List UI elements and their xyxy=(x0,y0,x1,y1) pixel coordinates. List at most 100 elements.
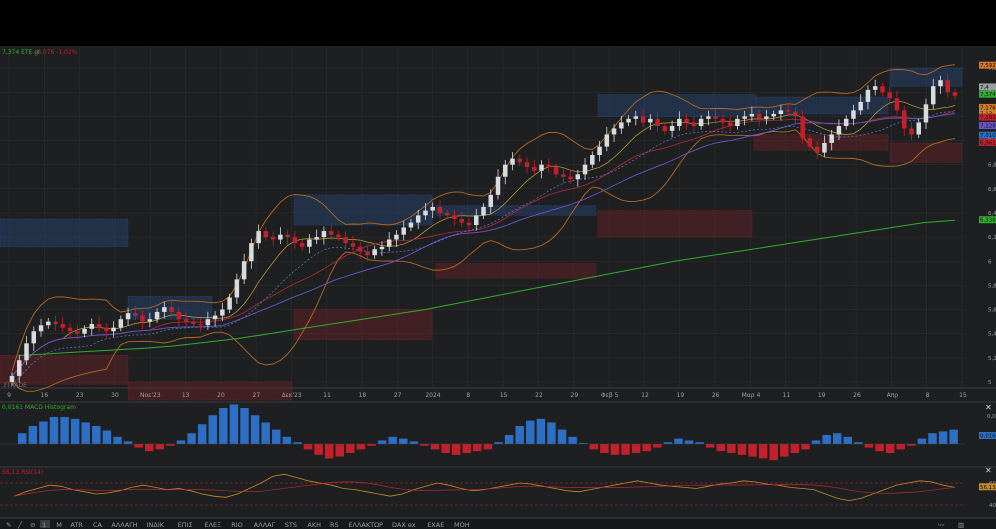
toolbar-button[interactable]: ΑΛΛΑΓ xyxy=(254,521,276,529)
macd-bar xyxy=(578,443,588,444)
candle-body xyxy=(880,86,885,93)
macd-bar xyxy=(610,444,620,455)
x-tick-label: 19 xyxy=(818,392,826,399)
toolbar-button[interactable]: ΕΧΑΕ xyxy=(427,521,444,529)
macd-bar xyxy=(81,422,90,444)
candle-body xyxy=(727,122,733,127)
macd-bar xyxy=(60,417,69,444)
macd-bar xyxy=(430,444,440,450)
candle-body xyxy=(46,321,51,326)
macd-bar xyxy=(727,444,736,453)
macd-bar xyxy=(261,422,270,444)
close-rsi-icon[interactable]: ✕ xyxy=(985,466,992,475)
price-tag-label: 7,1282 xyxy=(980,124,996,130)
macd-bar xyxy=(695,442,704,444)
pencil-icon: ✎ xyxy=(6,521,11,529)
x-tick-label: 16 xyxy=(41,392,49,399)
candle-body xyxy=(133,313,138,316)
toolbar-button[interactable]: RS xyxy=(330,521,339,529)
toolbar-button[interactable]: 1 xyxy=(42,521,46,529)
candle-body xyxy=(691,122,697,127)
y-tick-label: 5,8 xyxy=(988,283,996,289)
candle-body xyxy=(648,118,653,123)
price-tag-label: 7,592 xyxy=(980,63,996,69)
macd-bar xyxy=(917,438,927,444)
toolbar-button[interactable]: ΑΚΗ xyxy=(307,521,321,529)
candle-body xyxy=(778,110,784,114)
macd-bar xyxy=(536,418,546,444)
y-tick-label: 5 xyxy=(988,380,992,386)
candle-body xyxy=(568,176,573,180)
candle-body xyxy=(53,321,58,325)
macd-bar xyxy=(324,444,334,459)
candle-body xyxy=(270,237,276,240)
candle-body xyxy=(408,222,414,228)
candle-body xyxy=(9,375,15,382)
macd-bar xyxy=(854,442,863,444)
toolbar-button[interactable]: M xyxy=(56,521,62,529)
toolbar-button[interactable]: ΕΠΙΣ xyxy=(178,521,193,529)
candle-body xyxy=(314,237,319,240)
x-tick-label: 27 xyxy=(253,392,261,399)
toolbar-button[interactable]: ΜΟΗ xyxy=(454,521,470,529)
macd-bar xyxy=(737,444,747,455)
macd-bar xyxy=(832,433,842,444)
candle-body xyxy=(379,246,385,250)
toolbar-button[interactable]: DAX ex xyxy=(392,521,416,529)
candle-body xyxy=(227,297,232,310)
macd-bar xyxy=(885,444,895,453)
price-tag xyxy=(979,138,996,146)
candle-body xyxy=(24,343,29,361)
candles xyxy=(9,73,958,386)
close-macd-icon[interactable]: ✕ xyxy=(985,403,992,412)
price-tag-label: 7,1913 xyxy=(980,115,996,121)
candle-body xyxy=(909,128,914,135)
macd-bar xyxy=(822,435,831,444)
candle-body xyxy=(706,116,711,119)
x-tick-label: 22 xyxy=(535,392,543,399)
toolbar-button[interactable]: ΑΛΛΑΓΗ xyxy=(111,521,137,529)
toolbar-button[interactable]: CA xyxy=(93,521,103,529)
macd-bar xyxy=(684,440,694,444)
bollinger-upper-line xyxy=(11,64,956,372)
candle-body xyxy=(154,311,160,320)
toolbar-button[interactable]: ΕΛΕΞ xyxy=(204,521,221,529)
toolbar-button[interactable]: ΙΝΔΙΚ xyxy=(147,521,165,529)
macd-bar xyxy=(515,426,524,444)
chart-canvas[interactable]: 7,67,47,276,86,66,46,265,85,65,45,257,59… xyxy=(0,46,996,529)
trail-line xyxy=(11,111,956,386)
macd-bar xyxy=(504,435,514,444)
rsi-axis-label: 40 xyxy=(989,503,996,509)
x-tick-label: Νοε'23 xyxy=(140,392,161,399)
toolbar-button[interactable]: ATR xyxy=(70,521,83,529)
toolbar-button[interactable]: ΕΛΛΑΚΤΩΡ xyxy=(348,521,383,529)
x-tick-label: 29 xyxy=(571,392,579,399)
macd-bar xyxy=(134,444,143,448)
macd-bar xyxy=(557,429,567,444)
macd-bar xyxy=(282,436,292,444)
candle-body xyxy=(930,86,936,105)
x-tick-label: 12 xyxy=(641,392,649,399)
toolbar-button[interactable]: STS xyxy=(285,521,297,529)
y-tick-label: 5,4 xyxy=(988,332,996,338)
x-tick-label: 26 xyxy=(853,392,861,399)
candle-body xyxy=(38,325,44,332)
candle-body xyxy=(321,231,327,238)
rsi-line xyxy=(13,473,956,502)
zoom-icon: ⊖ xyxy=(30,521,35,529)
candle-body xyxy=(843,118,849,127)
candle-body xyxy=(452,215,457,219)
change-label: -0,076 -1,02% xyxy=(35,49,78,56)
candle-body xyxy=(640,116,646,123)
macd-bar xyxy=(176,440,186,444)
candle-body xyxy=(423,210,428,216)
toolbar-button[interactable]: RIO xyxy=(231,521,243,529)
candle-body xyxy=(582,164,588,175)
candle-body xyxy=(256,231,261,244)
candle-body xyxy=(561,174,566,177)
candle-body xyxy=(901,110,907,129)
candle-body xyxy=(176,311,182,320)
macd-bar xyxy=(49,417,59,444)
candle-body xyxy=(952,92,958,96)
macd-bar xyxy=(377,440,387,444)
